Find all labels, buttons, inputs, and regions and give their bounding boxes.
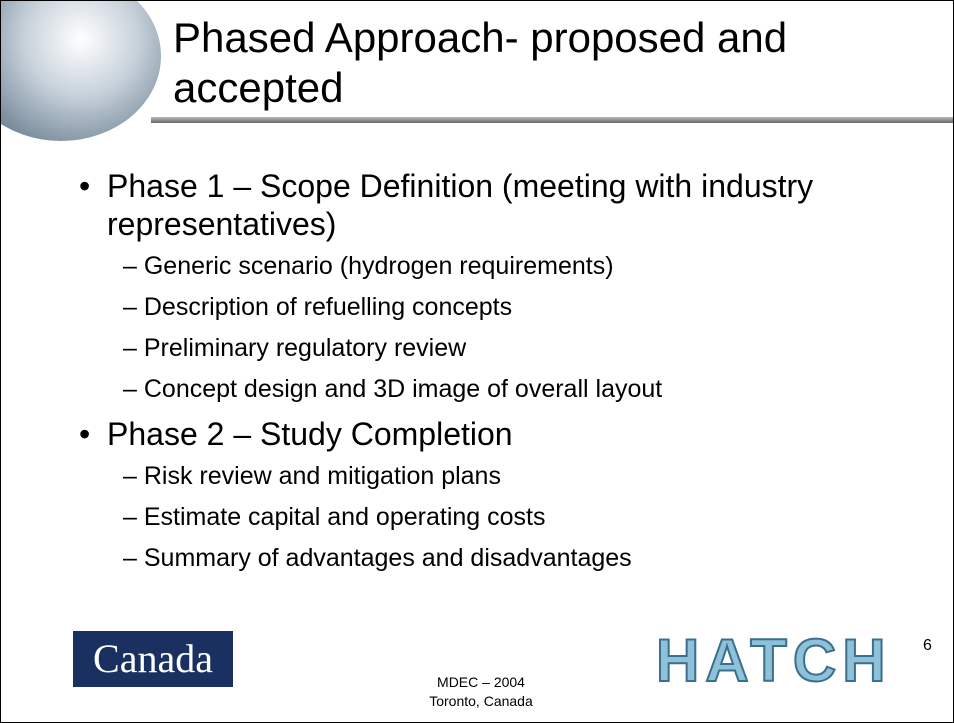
title-rule	[151, 117, 953, 123]
sub-bullet: Preliminary regulatory review	[79, 333, 939, 363]
sub-bullet: Generic scenario (hydrogen requirements)	[79, 251, 939, 281]
page-number: 6	[923, 637, 932, 654]
canada-logo: Canada	[73, 631, 233, 687]
footer-line: MDEC – 2004	[437, 674, 525, 690]
sub-bullet: Description of refuelling concepts	[79, 292, 939, 322]
footer-line: Toronto, Canada	[429, 693, 533, 709]
footer-text: MDEC – 2004 Toronto, Canada	[381, 673, 581, 711]
bullet-list: Phase 1 – Scope Definition (meeting with…	[79, 167, 939, 584]
globe-graphic	[1, 1, 161, 141]
sub-bullet: Risk review and mitigation plans	[79, 461, 939, 491]
hatch-logo: HATCH	[655, 626, 892, 695]
sub-bullet: Concept design and 3D image of overall l…	[79, 374, 939, 404]
bullet: Phase 2 – Study Completion	[79, 415, 939, 453]
sub-bullet: Summary of advantages and disadvantages	[79, 543, 939, 573]
sub-bullet: Estimate capital and operating costs	[79, 502, 939, 532]
slide-title: Phased Approach- proposed and accepted	[173, 14, 788, 111]
bullet: Phase 1 – Scope Definition (meeting with…	[79, 167, 939, 243]
